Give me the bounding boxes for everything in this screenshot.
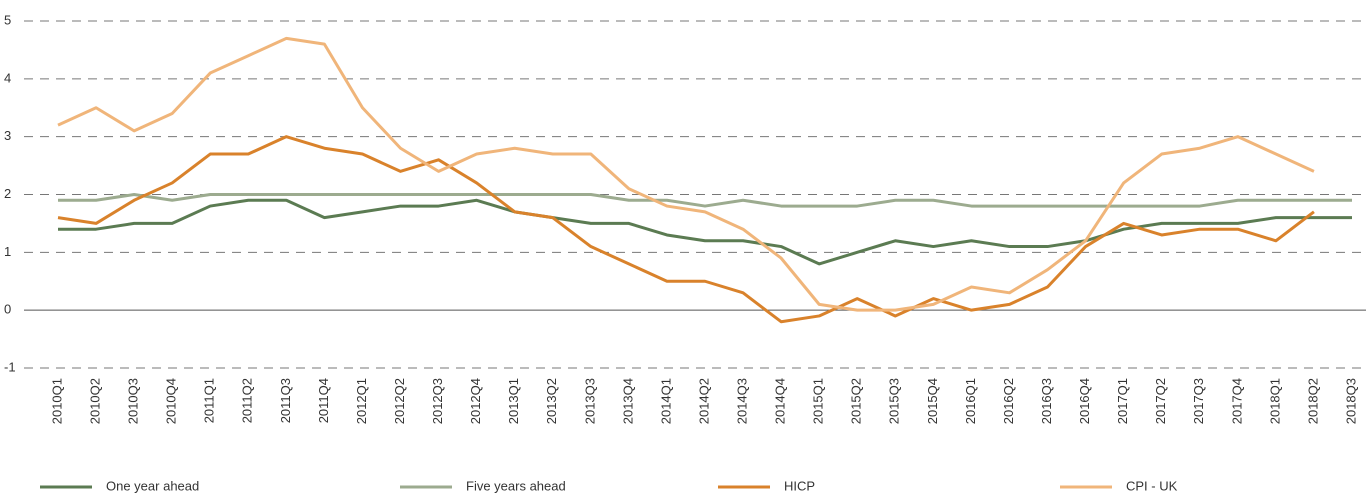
- x-tick-label: 2017Q2: [1153, 378, 1168, 424]
- x-tick-label: 2018Q1: [1267, 378, 1282, 424]
- x-tick-label: 2011Q2: [240, 378, 255, 423]
- legend-label: Five years ahead: [466, 478, 566, 493]
- x-tick-label: 2016Q4: [1077, 378, 1092, 424]
- x-tick-label: 2012Q4: [468, 378, 483, 424]
- x-tick-label: 2013Q1: [506, 378, 521, 424]
- legend-label: HICP: [784, 478, 815, 493]
- x-tick-label: 2018Q3: [1343, 378, 1358, 424]
- series-line: [57, 135, 1315, 324]
- series-line: [58, 198, 1352, 266]
- x-tick-label: 2014Q2: [696, 378, 711, 424]
- x-tick-label: 2015Q4: [925, 378, 940, 424]
- x-tick-label: 2018Q2: [1305, 378, 1320, 424]
- x-tick-label: 2017Q4: [1229, 378, 1244, 424]
- x-tick-label: 2011Q4: [316, 378, 331, 423]
- x-tick-label: 2010Q2: [87, 378, 102, 424]
- x-tick-label: 2015Q2: [849, 378, 864, 424]
- x-tick-label: 2016Q3: [1039, 378, 1054, 424]
- x-tick-label: 2011Q1: [202, 378, 217, 423]
- series-line: [58, 193, 1352, 208]
- series-line: [57, 36, 1315, 312]
- y-tick-label: 3: [4, 128, 11, 143]
- x-tick-label: 2012Q2: [392, 378, 407, 424]
- x-tick-label: 2017Q1: [1115, 378, 1130, 424]
- x-tick-label: 2014Q1: [658, 378, 673, 424]
- y-tick-label: 1: [4, 244, 11, 259]
- x-tick-label: 2012Q1: [354, 378, 369, 424]
- legend-label: CPI - UK: [1126, 478, 1178, 493]
- x-tick-label: 2012Q3: [430, 378, 445, 424]
- x-tick-label: 2013Q2: [544, 378, 559, 424]
- x-tick-label: 2016Q1: [963, 378, 978, 424]
- x-tick-label: 2015Q3: [887, 378, 902, 424]
- x-tick-label: 2010Q1: [49, 378, 64, 424]
- legend-label: One year ahead: [106, 478, 199, 493]
- y-tick-label: 4: [4, 70, 11, 85]
- x-tick-label: 2011Q3: [278, 378, 293, 423]
- x-tick-label: 2014Q3: [734, 378, 749, 424]
- y-tick-label: -1: [4, 359, 16, 374]
- x-tick-label: 2014Q4: [773, 378, 788, 424]
- x-tick-label: 2013Q3: [582, 378, 597, 424]
- y-tick-label: 5: [4, 12, 11, 27]
- x-tick-label: 2010Q3: [126, 378, 141, 424]
- x-tick-label: 2015Q1: [811, 378, 826, 424]
- y-tick-label: 2: [4, 186, 11, 201]
- x-tick-label: 2016Q2: [1001, 378, 1016, 424]
- x-tick-label: 2017Q3: [1191, 378, 1206, 424]
- y-tick-label: 0: [4, 302, 11, 317]
- x-tick-label: 2010Q4: [164, 378, 179, 424]
- x-tick-label: 2013Q4: [620, 378, 635, 424]
